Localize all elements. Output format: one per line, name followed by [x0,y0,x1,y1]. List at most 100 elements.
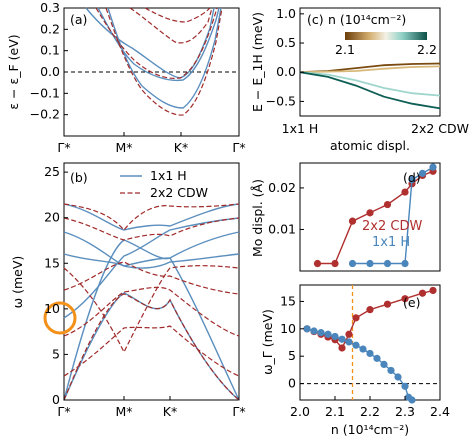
panel-c-frame [299,7,441,117]
colorbar-title: n (10¹⁴cm⁻²) [328,12,406,27]
panel-e-point [394,373,402,381]
panel-a-ytick-label: 0.0 [40,64,60,79]
panel-e-point [317,329,325,337]
panel-e-point [408,396,416,404]
panel-b-ytick-label: 5 [52,346,60,361]
panel-e-point [338,335,346,343]
panel-b-label: (b) [70,170,88,185]
panel-d-point [401,259,409,268]
band-cdw-1 [105,7,223,116]
panel-d-point [366,259,374,268]
band-cdw-3 [129,7,213,44]
panel-e-point [324,330,332,338]
panel-d-frame [299,162,441,272]
panel-c-xtick-0: 1x1 H [282,121,319,136]
panel-a-ytick-label: −0.2 [30,107,60,122]
panel-e-point [366,306,374,314]
branch-1x1-e [63,203,240,231]
panel-e-xtick-label: 2.4 [430,404,450,419]
panel-e-point [401,382,409,390]
panel-d-ytick-label: 0.01 [268,221,296,236]
panel-b-xtick-label: M* [115,404,132,419]
panel-d-point [429,163,437,171]
band-1x1-2 [97,7,220,82]
panel-b-ytick-label: 15 [44,255,60,270]
label-cdw: 2x2 CDW [362,219,422,234]
panel-b-legend: 1x1 H 2x2 CDW [120,168,208,200]
panel-d-point [366,209,374,217]
branch-cdw-c [63,265,240,354]
panel-e-point [418,289,427,297]
panel-a-ytick-label: 0.1 [40,43,60,58]
panel-a-label: (a) [70,12,87,27]
panel-c-ylabel: E − E_1H (meV) [250,12,265,112]
branch-cdw-b [63,203,240,231]
panel-e-point [383,300,392,308]
panel-d-label: (d) [403,170,421,185]
panel-c-ytick-label: 0.0 [276,64,296,79]
panel-e-label: (e) [403,295,420,310]
panel-c-series-1 [299,65,441,74]
panel-c-label: (c) [307,12,324,27]
panel-a-xtick-label: M* [115,140,132,155]
panel-c-series-3 [299,71,441,110]
panel-b: (b) 1x1 H 2x2 CDW 0 5 10 15 20 25 ω (meV) Γ* M… [10,162,246,419]
panel-e-point [373,354,381,362]
panel-d-point [401,188,409,196]
panel-e-ytick-label: 10 [280,321,296,336]
panel-d-ylabel: Mo displ. (Å) [250,179,265,257]
panel-c-ytick-label: 1.0 [276,6,296,21]
panel-e-xtick-label: 2.0 [290,404,310,419]
panel-a-xtick-label: Γ* [57,140,70,155]
panel-b-ylabel: ω (meV) [10,256,25,309]
panel-c-ytick-label: −0.5 [266,93,296,108]
panel-e-point [352,341,360,349]
panel-b-xtick-label: Γ* [232,404,245,419]
panel-d-ytick-label: 0.02 [268,180,296,195]
band-cdw-2 [95,7,218,79]
label-1x1: 1x1 H [372,235,410,250]
panel-b-ytick-label: 10 [44,301,60,316]
panel-b-ytick-label: 25 [44,164,60,179]
panel-e-point [338,344,346,352]
panel-e-ytick-label: 0 [288,376,296,391]
panel-c-xtick-1: 2x2 CDW [411,121,469,136]
panel-e: (e) 0 5 10 15 2.0 2.1 2.2 2.3 2.4 ω_Γ (meV) n (… [260,284,450,437]
panel-e-point [359,345,367,353]
branch-cdw-g [63,325,240,377]
panel-e-ytick-label: 5 [288,348,296,363]
colorbar-max: 2.2 [417,42,437,57]
branch-1x1-f [63,253,240,269]
branch-cdw-a [63,293,240,401]
panel-e-point [345,330,353,338]
panel-d: (d) 2x2 CDW 1x1 H 0.01 0.02 Mo displ. (Å) [250,162,441,272]
band-cdw-4 [144,7,211,23]
panel-e-ytick-label: 15 [280,293,296,308]
panel-e-point [380,360,388,369]
colorbar [345,32,427,40]
panel-e-xtick-label: 2.1 [325,404,345,419]
panel-d-point [348,259,357,268]
panel-e-point [331,332,339,341]
panel-a-xtick-label: K* [174,140,188,155]
panel-a-ytick-label: 0.2 [40,21,60,36]
panel-d-point [331,259,339,268]
panel-e-xtick-label: 2.3 [395,404,415,419]
panel-e-xlabel: n (10¹⁴cm⁻²) [331,422,409,437]
panel-c-xlabel: atomic displ. [330,138,410,153]
panel-e-point [387,366,395,375]
branch-1x1-b [63,239,240,401]
branch-cdw-d [63,261,240,295]
panel-a-ytick-label: −0.1 [30,85,60,100]
branch-1x1-d [63,217,240,319]
panel-e-point [401,295,409,303]
panel-e-point [366,349,374,358]
panel-b-xtick-label: K* [163,404,177,419]
panel-e-point [310,327,318,335]
panel-b-ytick-label: 0 [52,392,60,407]
branch-1x1-c [63,231,240,267]
panel-c: (c) n (10¹⁴cm⁻²) 2.1 2.2 −0.5 0.0 0.5 1.0 E… [250,6,469,153]
branch-cdw-e [63,286,240,337]
panel-a: (a) −0.2 −0.1 0.0 0.1 0.2 0.3 ε − ε_F (eV) Γ*… [6,0,246,155]
